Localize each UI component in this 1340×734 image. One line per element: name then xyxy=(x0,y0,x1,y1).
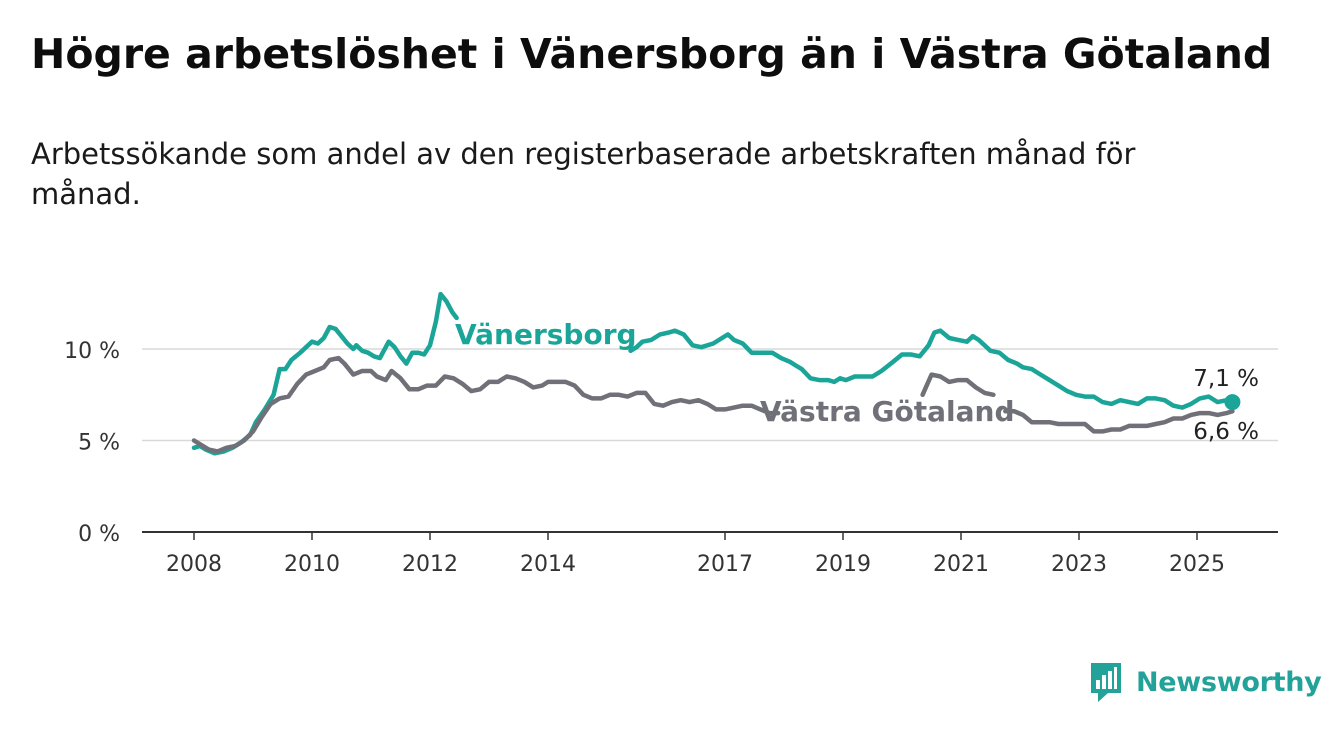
series-line-vastra-gotaland-3 xyxy=(1003,408,1235,434)
x-tick-label: 2017 xyxy=(697,552,753,577)
series-line-vanersborg-1 xyxy=(191,291,459,456)
end-label-vastra-gotaland: 6,6 % xyxy=(1193,419,1259,445)
y-tick-label: 5 % xyxy=(78,431,120,456)
x-tick-label: 2012 xyxy=(402,552,458,577)
y-tick-label: 0 % xyxy=(78,522,120,547)
series-labels: Vänersborg Västra Götaland 7,1 % 6,6 % xyxy=(455,318,1259,445)
newsworthy-logo-icon xyxy=(1091,663,1121,702)
series-label-vastra-gotaland: Västra Götaland xyxy=(760,395,1015,428)
x-tick-label: 2019 xyxy=(815,552,871,577)
series-line-vanersborg-2 xyxy=(628,328,1235,410)
y-axis: 0 % 5 % 10 % xyxy=(64,339,120,547)
series-line-vastra-gotaland-1 xyxy=(191,355,781,454)
gridlines xyxy=(142,348,1278,442)
x-tick-label: 2025 xyxy=(1169,552,1225,577)
x-tick-label: 2010 xyxy=(284,552,340,577)
end-point-vanersborg xyxy=(1224,394,1241,411)
brand-name: Newsworthy xyxy=(1136,666,1322,698)
x-tick-label: 2023 xyxy=(1051,552,1107,577)
chart-subtitle: Arbetssökande som andel av den registerb… xyxy=(31,137,1136,211)
series-lines xyxy=(191,291,1241,456)
end-label-vanersborg: 7,1 % xyxy=(1193,366,1259,392)
newsworthy-brand: Newsworthy xyxy=(1088,660,1322,704)
x-tick-label: 2014 xyxy=(520,552,576,577)
series-label-vanersborg: Vänersborg xyxy=(455,318,637,351)
x-axis: 2008 2010 2012 2014 2017 2019 2021 2023 2025 xyxy=(142,531,1278,577)
x-tick-label: 2008 xyxy=(166,552,222,577)
chart-title: Högre arbetslöshet i Vänersborg än i Väs… xyxy=(31,30,1273,78)
y-tick-label: 10 % xyxy=(64,339,120,364)
x-tick-label: 2021 xyxy=(933,552,989,577)
series-line-vastra-gotaland-2 xyxy=(920,372,996,398)
